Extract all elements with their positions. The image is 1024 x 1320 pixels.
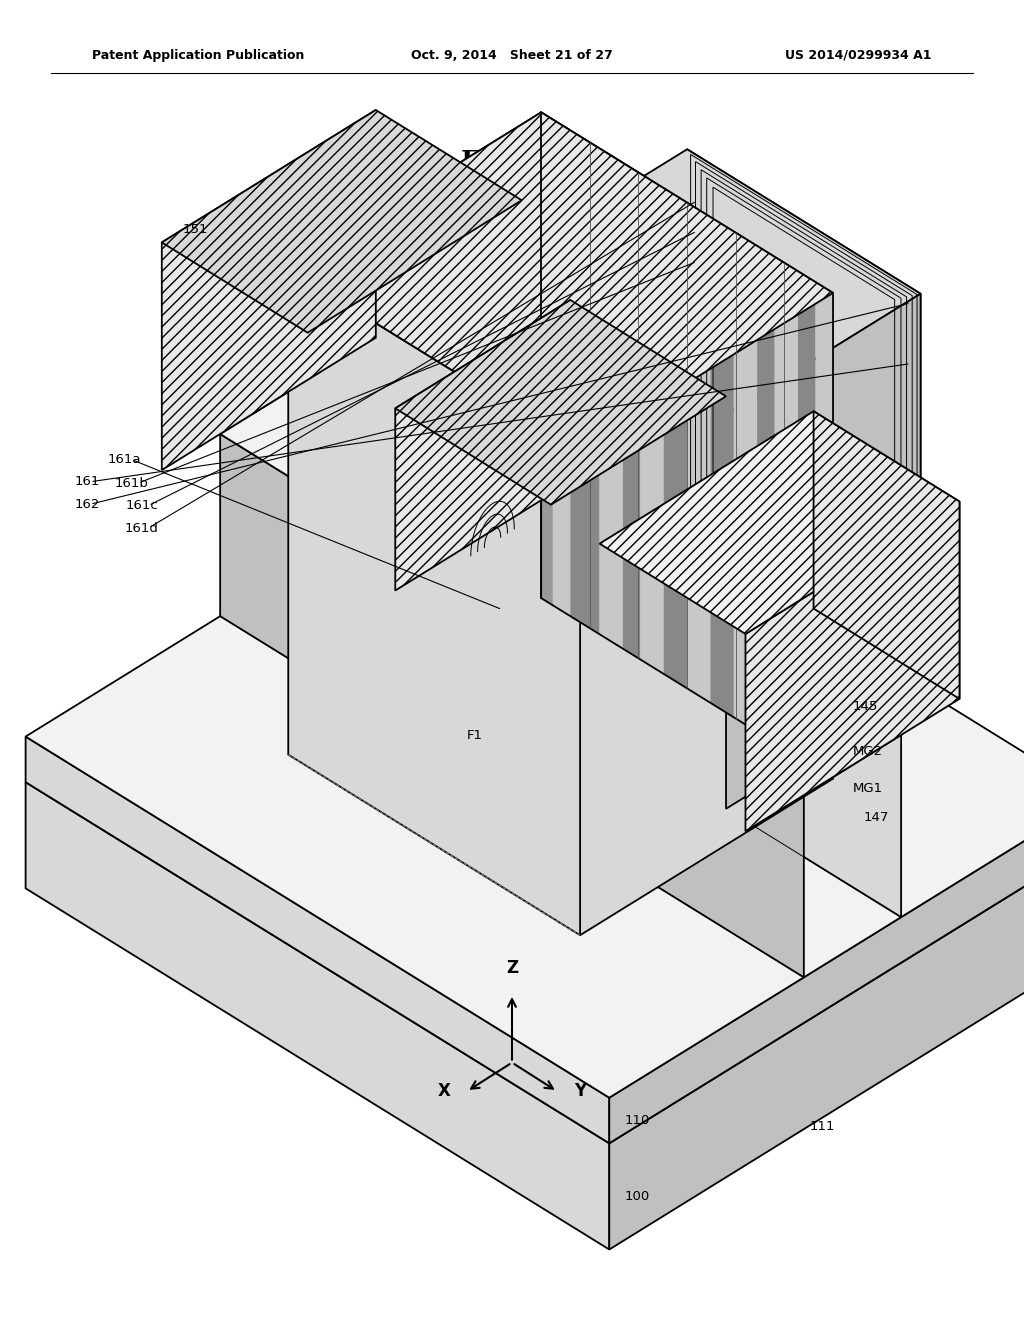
- Polygon shape: [162, 110, 522, 333]
- Polygon shape: [711, 216, 734, 717]
- Polygon shape: [580, 293, 834, 935]
- Text: 162: 162: [75, 498, 100, 511]
- Polygon shape: [623, 162, 640, 660]
- Polygon shape: [600, 148, 623, 648]
- Polygon shape: [745, 502, 959, 832]
- Polygon shape: [726, 294, 921, 809]
- Text: 145: 145: [853, 701, 879, 713]
- Polygon shape: [599, 412, 959, 634]
- Polygon shape: [609, 842, 1024, 1250]
- Polygon shape: [687, 149, 921, 689]
- Text: 100: 100: [625, 1189, 650, 1203]
- Text: 161d: 161d: [125, 521, 159, 535]
- Polygon shape: [289, 112, 834, 449]
- Text: Oct. 9, 2014   Sheet 21 of 27: Oct. 9, 2014 Sheet 21 of 27: [411, 49, 613, 62]
- Polygon shape: [798, 272, 815, 768]
- Polygon shape: [640, 174, 664, 675]
- Polygon shape: [220, 434, 804, 977]
- Polygon shape: [317, 374, 901, 917]
- Polygon shape: [775, 257, 798, 758]
- Text: 151: 151: [182, 223, 208, 236]
- Polygon shape: [757, 246, 775, 743]
- Polygon shape: [493, 149, 921, 414]
- Polygon shape: [570, 131, 600, 634]
- Text: 147: 147: [863, 812, 889, 824]
- Polygon shape: [734, 231, 757, 731]
- Polygon shape: [26, 737, 609, 1143]
- Text: Z: Z: [506, 958, 518, 977]
- Text: US 2014/0299934 A1: US 2014/0299934 A1: [785, 49, 932, 62]
- Polygon shape: [289, 269, 580, 935]
- Polygon shape: [542, 112, 553, 606]
- Polygon shape: [220, 374, 901, 795]
- Polygon shape: [553, 120, 570, 616]
- Text: F1: F1: [466, 729, 482, 742]
- Polygon shape: [687, 203, 711, 702]
- Text: 161c: 161c: [126, 499, 159, 512]
- Text: Fig. 23: Fig. 23: [461, 149, 563, 173]
- Text: 111: 111: [810, 1121, 836, 1133]
- Text: Y: Y: [573, 1082, 586, 1101]
- Polygon shape: [664, 189, 687, 689]
- Text: 161: 161: [75, 475, 100, 488]
- Polygon shape: [26, 436, 1024, 1098]
- Polygon shape: [26, 480, 1024, 1143]
- Text: X: X: [437, 1082, 451, 1101]
- Polygon shape: [813, 412, 959, 698]
- Polygon shape: [162, 110, 376, 470]
- Polygon shape: [609, 797, 1024, 1143]
- Polygon shape: [395, 300, 570, 590]
- Text: 161b: 161b: [115, 477, 148, 490]
- Polygon shape: [26, 781, 609, 1250]
- Text: MG2: MG2: [853, 744, 883, 758]
- Text: 161a: 161a: [108, 453, 141, 466]
- Polygon shape: [289, 112, 834, 449]
- Polygon shape: [395, 300, 726, 504]
- Text: Patent Application Publication: Patent Application Publication: [92, 49, 304, 62]
- Polygon shape: [815, 282, 834, 779]
- Text: MG1: MG1: [853, 781, 883, 795]
- Text: 110: 110: [625, 1114, 650, 1127]
